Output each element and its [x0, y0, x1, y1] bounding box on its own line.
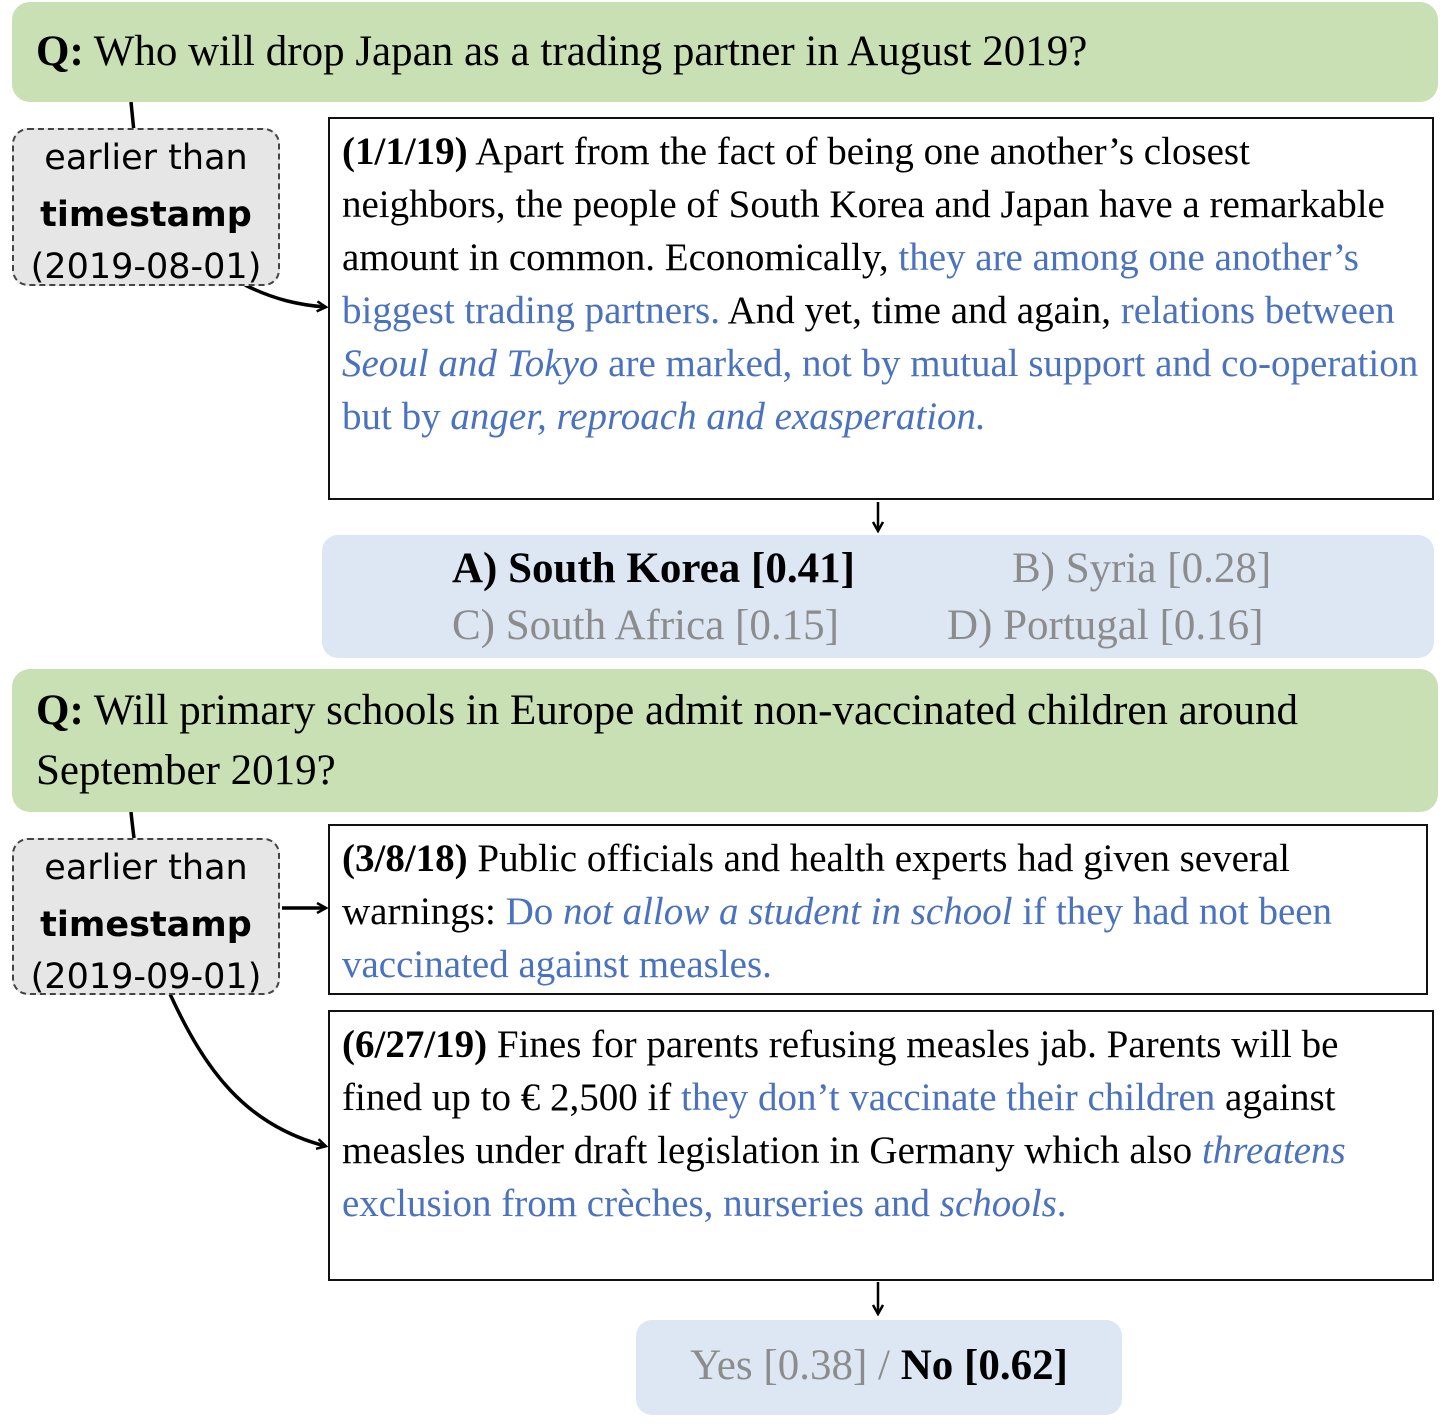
document-2-highlight-a: Do: [505, 890, 563, 933]
document-1-highlight-c: are marked, not by mutual support and co…: [342, 342, 1419, 438]
q1-ts-arrow: [244, 283, 325, 307]
answer-1-option-d: D) Portugal [0.16]: [947, 602, 1264, 649]
document-1-box: (1/1/19) Apart from the fact of being on…: [328, 117, 1434, 500]
answer-2-separator: /: [867, 1342, 901, 1389]
document-3-highlight-d: .: [1056, 1182, 1067, 1225]
document-3-text-a: Fines for parents refusing measles jab. …: [342, 1023, 1339, 1119]
q2-ts-arrow-doc2: [168, 993, 325, 1146]
answer-1-option-a: A) South Korea [0.41]: [452, 545, 855, 592]
answer-2-box: Yes [0.38] / No [0.62]: [636, 1320, 1122, 1415]
document-3-highlight-c: exclusion from crèches, nurseries and: [342, 1182, 940, 1225]
answer-1-option-b: B) Syria [0.28]: [1012, 545, 1272, 592]
document-1-text-a: Apart from the fact of being one another…: [342, 130, 1385, 279]
document-1-highlight-a: they are among one another’s biggest tra…: [342, 236, 1359, 332]
document-3-box: (6/27/19) Fines for parents refusing mea…: [328, 1010, 1434, 1281]
document-2-highlight-b: if they had not been vaccinated against …: [342, 890, 1333, 986]
question-1-box: Q: Who will drop Japan as a trading part…: [12, 2, 1438, 102]
answer-1-option-c: C) South Africa [0.15]: [452, 602, 839, 649]
question-2-text: Will primary schools in Europe admit non…: [36, 687, 1299, 794]
document-1-text-b: And yet, time and again,: [719, 289, 1121, 332]
timestamp-1-line2: timestamp: [40, 195, 252, 235]
question-1-text: Who will drop Japan as a trading partner…: [93, 28, 1088, 75]
answer-1-box: A) South Korea [0.41] B) Syria [0.28] C)…: [322, 535, 1434, 658]
document-3-text-b: against measles under draft legislation …: [342, 1076, 1336, 1172]
document-1-highlight-b: relations between: [1120, 289, 1395, 332]
answer-2-no: No [0.62]: [900, 1342, 1068, 1389]
document-3-highlight-a: they don’t vaccinate their children: [681, 1076, 1216, 1119]
document-3-highlight-b-italic: threatens: [1201, 1129, 1346, 1172]
document-2-box: (3/8/18) Public officials and health exp…: [328, 824, 1428, 995]
document-1-highlight-c-italic: anger, reproach and exasperation.: [450, 395, 986, 438]
document-3-highlight-c-italic: schools: [939, 1182, 1057, 1225]
timestamp-2-line2: timestamp: [40, 905, 252, 945]
timestamp-2-box: earlier than timestamp (2019-09-01): [12, 838, 280, 997]
timestamp-2-line3: (2019-09-01): [30, 957, 262, 997]
document-2-text-a: Public officials and health experts had …: [342, 837, 1291, 933]
question-2-prefix: Q:: [36, 687, 84, 734]
timestamp-2-line1: earlier than: [44, 848, 248, 888]
timestamp-1-line1: earlier than: [44, 138, 248, 178]
document-3-date: (6/27/19): [342, 1023, 488, 1066]
timestamp-1-line3: (2019-08-01): [30, 247, 262, 287]
document-1-highlight-b-italic: Seoul and Tokyo: [342, 342, 599, 385]
timestamp-1-box: earlier than timestamp (2019-08-01): [12, 128, 280, 287]
document-2-highlight-a-italic: not allow a student in school: [562, 890, 1013, 933]
question-1-prefix: Q:: [36, 28, 84, 75]
document-2-date: (3/8/18): [342, 837, 468, 880]
q2-stem-line: [129, 811, 136, 839]
question-2-box: Q: Will primary schools in Europe admit …: [12, 669, 1438, 812]
document-1-date: (1/1/19): [342, 130, 468, 173]
answer-2-yes: Yes [0.38]: [690, 1342, 868, 1389]
